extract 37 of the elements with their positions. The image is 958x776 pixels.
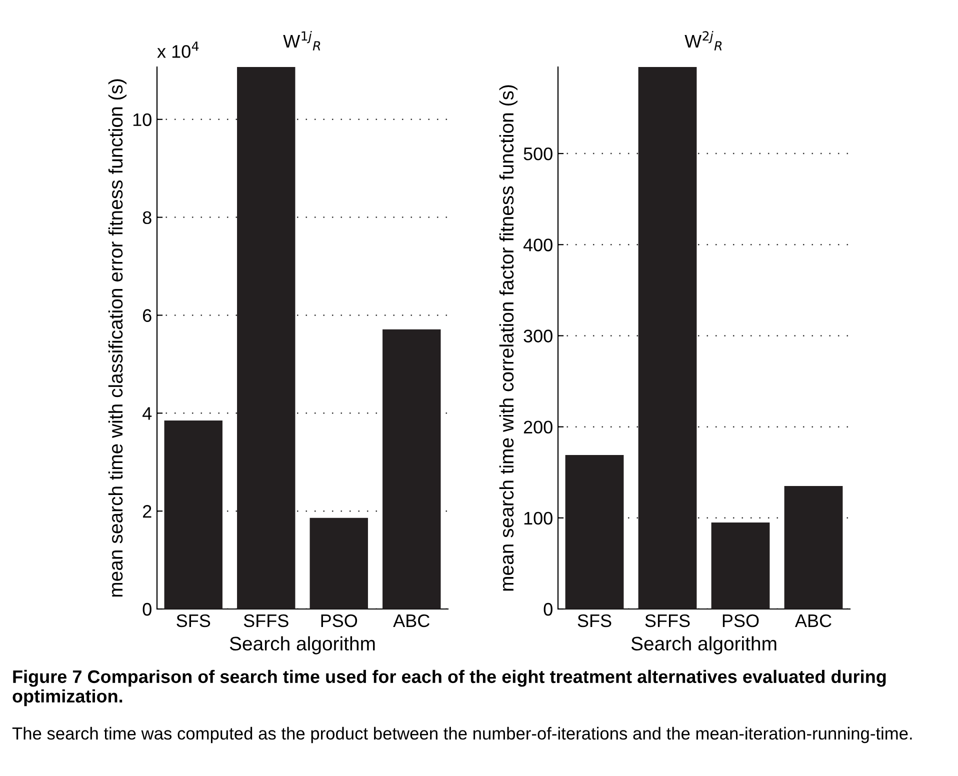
- y-tick-label: 400: [523, 238, 552, 252]
- bar: [784, 486, 843, 609]
- x-tick-label: ABC: [393, 614, 430, 628]
- y-tick-label: 6: [143, 309, 152, 322]
- y-tick-label: 0: [544, 602, 552, 616]
- chart-title: W$^{2j}$$_{R}$: [684, 30, 722, 50]
- bar: [237, 67, 296, 609]
- bar: [638, 67, 697, 609]
- y-tick-label: 300: [524, 330, 552, 342]
- y-axis-title: mean search time with correlation factor fitness function (s): [499, 85, 518, 591]
- bar: [382, 329, 441, 609]
- x-tick-label: SFS: [176, 614, 210, 628]
- text: x 10$^{4}$: [157, 42, 199, 58]
- y-tick-label: 4: [142, 407, 152, 420]
- text: The search time was computed as the product between the number-of-iterations and the mean-iteration-running-time.: [12, 726, 912, 744]
- x-tick-label: ABC: [794, 614, 832, 628]
- x-tick-label: PSO: [722, 614, 759, 628]
- y-tick-label: 2: [143, 505, 152, 518]
- y-tick-label: 0: [142, 602, 152, 616]
- bar: [565, 455, 624, 609]
- y-tick-label: 100: [524, 512, 552, 525]
- caption: Figure 7 Comparison of search time used for each of the eight treatment alternatives evaluated during optimization.: [12, 670, 886, 706]
- x-axis-title: Search algorithm: [631, 636, 776, 654]
- bar: [711, 522, 770, 609]
- x-tick-label: SFS: [578, 614, 612, 628]
- bar: [310, 518, 368, 609]
- y-tick-label: 8: [142, 211, 152, 224]
- y-tick-label: 200: [524, 420, 552, 434]
- chart-title: W$^{1j}$$_{R}$: [283, 30, 320, 50]
- x-tick-label: SFFS: [244, 614, 288, 628]
- x-tick-label: PSO: [321, 614, 358, 628]
- bar: [164, 420, 222, 609]
- y-tick-label: 500: [524, 147, 552, 160]
- y-tick-label: 10: [133, 113, 152, 126]
- x-axis-title: Search algorithm: [230, 636, 375, 654]
- y-axis-title: mean search time with classification error fitness function (s): [108, 79, 126, 597]
- x-tick-label: SFFS: [645, 614, 690, 628]
